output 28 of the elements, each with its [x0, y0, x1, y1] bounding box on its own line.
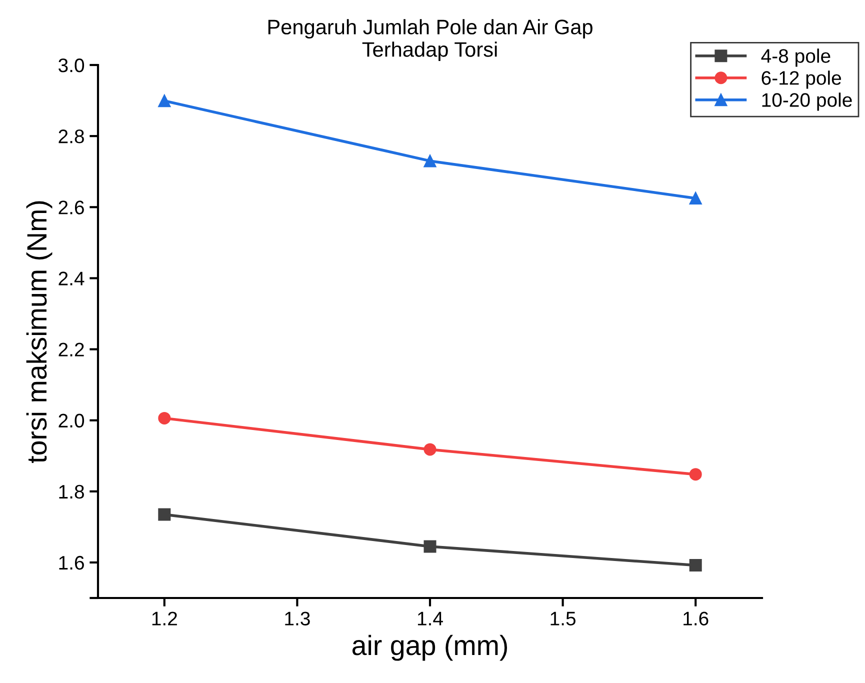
point — [158, 412, 171, 424]
point — [424, 443, 436, 456]
y-tick-label: 2.6 — [58, 200, 84, 214]
point — [158, 94, 171, 108]
y-tick-label: 1.6 — [59, 556, 84, 570]
x-tick-label: 1.4 — [418, 612, 443, 626]
x-tick-label: 1.6 — [684, 612, 708, 626]
y-tick-label: 2.0 — [58, 414, 84, 428]
y-tick-label: 3.0 — [58, 58, 84, 72]
chart-title: Pengaruh Jumlah Pole dan Air Gap Terhadap Torsi — [268, 19, 592, 61]
point — [689, 192, 702, 204]
x-tick-label: 1.2 — [152, 612, 177, 626]
point — [424, 540, 436, 553]
legend-label: 10-20 pole — [762, 92, 852, 111]
y-tick-label: 2.8 — [58, 130, 84, 144]
point — [424, 154, 436, 168]
y-tick-label: 2.4 — [58, 272, 84, 286]
point — [689, 468, 702, 481]
point — [158, 508, 171, 521]
point — [689, 559, 702, 572]
y-axis-title: torsi maksimum (Nm) — [26, 201, 52, 464]
y-tick-label: 2.2 — [58, 342, 84, 356]
legend-label: 6-12 pole — [762, 70, 842, 89]
x-tick-label: 1.5 — [550, 612, 576, 626]
x-tick-label: 1.3 — [285, 612, 310, 626]
legend-label: 4-8 pole — [761, 48, 830, 67]
x-axis-title: air gap (mm) — [352, 634, 507, 661]
y-tick-label: 1.8 — [59, 484, 84, 499]
